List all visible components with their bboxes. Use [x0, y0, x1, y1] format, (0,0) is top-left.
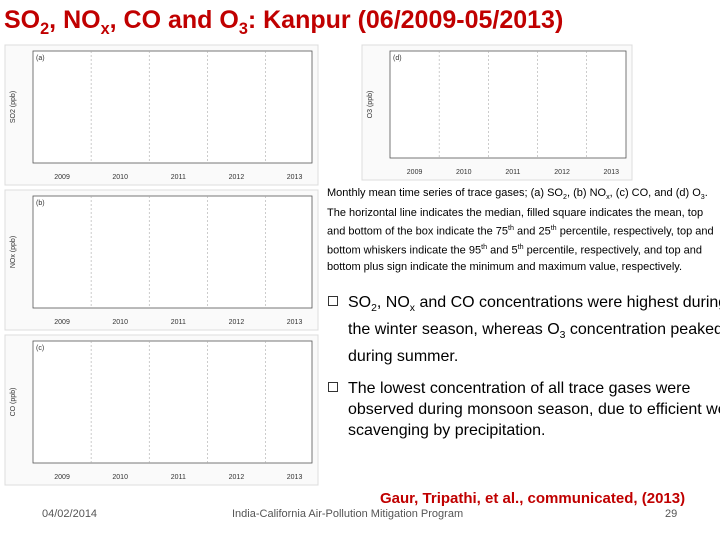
- footer-date: 04/02/2014: [42, 508, 98, 520]
- text-run: , NO: [49, 6, 101, 34]
- year-label: 2009: [54, 174, 70, 181]
- text-run: , (b) NO: [566, 187, 607, 199]
- text-run: percentile, respectively, and top and bo…: [327, 245, 702, 273]
- text-run: th: [481, 243, 488, 252]
- text-run: 3: [238, 20, 248, 38]
- year-label: 2009: [54, 319, 70, 326]
- year-label: 2013: [287, 174, 303, 181]
- year-label: 2012: [229, 174, 245, 181]
- panel-label: (b): [36, 200, 45, 207]
- year-label: 2012: [229, 474, 245, 481]
- text-run: , CO and O: [109, 6, 239, 34]
- text-run: Monthly mean time series of trace gases;…: [327, 187, 563, 199]
- panel-label: (a): [36, 55, 45, 62]
- year-label: 2009: [54, 474, 70, 481]
- text-run: percentile, respectively, top and bottom…: [327, 225, 714, 257]
- plot-frame: [32, 340, 313, 464]
- plot-frame: [32, 50, 313, 164]
- bullet: The lowest concentration of all trace ga…: [328, 378, 720, 441]
- y-axis-label: CO (ppb): [10, 388, 17, 417]
- text-run: and 5: [487, 245, 518, 257]
- text-run: and 25: [514, 225, 551, 238]
- text-run: th: [550, 224, 557, 233]
- year-label: 2010: [112, 174, 128, 181]
- text-run: : Kanpur (06/2009-05/2013): [247, 6, 564, 34]
- text-run: SO: [4, 6, 41, 34]
- year-label: 2011: [171, 174, 186, 181]
- citation: Gaur, Tripathi, et al., communicated, (2…: [380, 490, 686, 507]
- year-label: 2010: [456, 169, 472, 176]
- plot-frame: [32, 195, 313, 309]
- text-run: , NO: [376, 294, 410, 311]
- text-run: 2: [562, 193, 567, 202]
- text-run: . The horizontal line indicates the medi…: [327, 187, 708, 238]
- text-run: SO: [348, 294, 372, 311]
- text-run: concentration peaked during summer.: [348, 321, 720, 366]
- year-label: 2010: [112, 319, 128, 326]
- text-run: 2: [40, 20, 50, 38]
- figure-caption: Monthly mean time series of trace gases;…: [327, 186, 717, 275]
- text-run: , (c) CO, and (d) O: [609, 187, 701, 199]
- bullet: SO2, NOx and CO concentrations were high…: [328, 292, 720, 367]
- text-run: th: [508, 224, 514, 233]
- year-label: 2012: [554, 169, 570, 176]
- year-label: 2011: [505, 169, 520, 176]
- year-label: 2013: [287, 319, 303, 326]
- text-run: x: [606, 193, 610, 202]
- year-label: 2009: [407, 169, 423, 176]
- text-run: The lowest concentration of all trace ga…: [348, 380, 720, 439]
- y-axis-label: SO2 (ppb): [10, 91, 17, 123]
- year-label: 2013: [603, 169, 619, 176]
- y-axis-label: NOx (ppb): [10, 236, 17, 268]
- text-run: 3: [700, 193, 705, 202]
- plot-frame: [389, 50, 627, 159]
- y-axis-label: O3 (ppb): [367, 91, 374, 119]
- text-run: x: [100, 20, 110, 38]
- year-label: 2011: [171, 319, 186, 326]
- text-run: and CO concentrations were highest durin…: [348, 294, 720, 339]
- footer-program: India-California Air-Pollution Mitigatio…: [232, 508, 464, 520]
- panel-label: (c): [36, 345, 44, 352]
- text-run: 2: [371, 303, 377, 315]
- text-run: th: [517, 243, 524, 252]
- year-label: 2013: [287, 474, 303, 481]
- year-label: 2011: [171, 474, 186, 481]
- page-number: 29: [665, 508, 678, 520]
- slide-title: SO2, NOx, CO and O3: Kanpur (06/2009-05/…: [4, 6, 563, 39]
- text-run: x: [409, 303, 415, 315]
- panel-label: (d): [393, 55, 402, 62]
- year-label: 2012: [229, 319, 245, 326]
- year-label: 2010: [112, 474, 128, 481]
- text-run: 3: [559, 330, 566, 342]
